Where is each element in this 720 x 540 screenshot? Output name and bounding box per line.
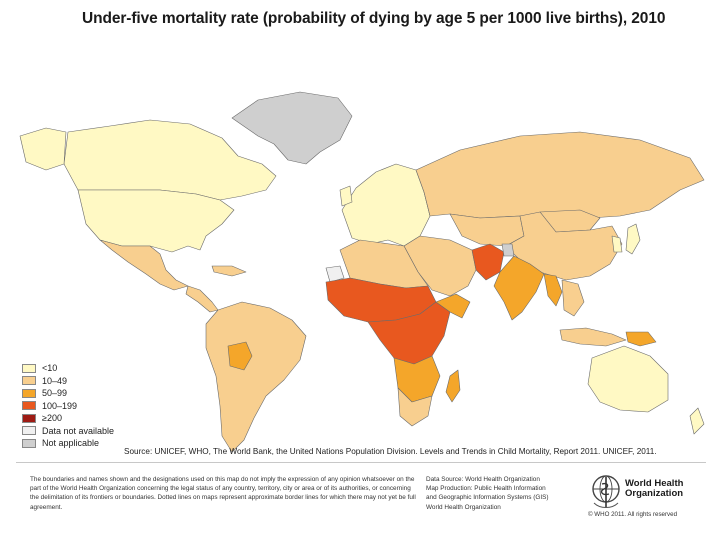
legend-label: 10–49 — [42, 375, 68, 386]
region-greenland — [231, 91, 353, 165]
legend-swatch — [22, 376, 36, 386]
region-central-asia — [449, 213, 525, 247]
data-source-line: Data Source: World Health Organization — [426, 476, 540, 483]
map-legend: <10 10–49 50–99 100–199 ≥200 Data not av… — [22, 362, 114, 450]
region-central-america — [185, 285, 219, 313]
region-indonesia — [559, 327, 627, 347]
region-madagascar — [445, 369, 461, 403]
org-line: Organization — [625, 488, 684, 499]
legend-label: Data not available — [42, 425, 115, 436]
region-new-zealand — [689, 407, 705, 435]
region-bolivia — [227, 341, 253, 371]
legend-label: ≥200 — [42, 413, 62, 424]
region-east-africa — [435, 293, 471, 319]
legend-item-no-data: Data not available — [22, 425, 114, 438]
region-kashmir — [501, 243, 515, 257]
legend-swatch — [22, 413, 36, 423]
map-title: Under-five mortality rate (probability o… — [82, 10, 666, 27]
region-southeast-asia — [561, 279, 585, 317]
legend-item-10-49: 10–49 — [22, 375, 114, 388]
region-russia — [415, 131, 705, 219]
data-source-line: World Health Organization — [426, 503, 501, 511]
region-alaska — [19, 127, 67, 171]
region-australia — [587, 345, 669, 413]
region-middle-east — [403, 235, 477, 297]
legend-swatch — [22, 363, 36, 373]
legend-item-100-199: 100–199 — [22, 400, 114, 413]
legend-swatch — [22, 388, 36, 398]
legend-label: Not applicable — [42, 438, 100, 449]
legend-item-ge200: ≥200 — [22, 412, 114, 425]
footer: The boundaries and names shown and the d… — [16, 462, 706, 529]
legend-swatch — [22, 438, 36, 448]
region-south-america — [205, 301, 307, 453]
data-source-line: Map Production: Public Health Informatio… — [426, 485, 546, 493]
region-usa — [77, 189, 235, 253]
region-india — [493, 255, 545, 321]
region-caribbean — [211, 265, 247, 277]
legend-item-50-99: 50–99 — [22, 387, 114, 400]
region-western-sahara — [325, 265, 345, 283]
legend-item-lt10: <10 — [22, 362, 114, 375]
region-south-africa — [397, 387, 433, 427]
legend-swatch — [22, 401, 36, 411]
region-myanmar-laos — [543, 273, 563, 307]
region-uk — [339, 185, 353, 207]
region-korea — [611, 235, 623, 253]
region-canada — [63, 119, 277, 201]
legend-label: <10 — [42, 363, 58, 374]
world-map — [0, 40, 720, 460]
disclaimer-text: The boundaries and names shown and the d… — [30, 476, 416, 511]
data-source-line: and Geographic Information Systems (GIS) — [426, 494, 549, 502]
region-japan — [625, 223, 641, 255]
legend-label: 50–99 — [42, 388, 68, 399]
who-emblem-icon — [592, 475, 620, 508]
world-map-svg — [19, 91, 705, 453]
source-note: Source: UNICEF, WHO, The World Bank, the… — [124, 447, 657, 456]
legend-item-not-applicable: Not applicable — [22, 437, 114, 450]
region-central-africa — [367, 301, 451, 365]
copyright-text: © WHO 2011. All rights reserved — [588, 511, 678, 518]
org-line: World Health — [625, 478, 684, 489]
region-papua-new-guinea — [625, 331, 657, 347]
data-source-block: Data Source: World Health Organization M… — [426, 475, 586, 512]
legend-label: 100–199 — [42, 400, 78, 411]
who-name: World Health Organization — [625, 479, 683, 499]
region-europe — [341, 163, 431, 247]
legend-swatch — [22, 426, 36, 436]
